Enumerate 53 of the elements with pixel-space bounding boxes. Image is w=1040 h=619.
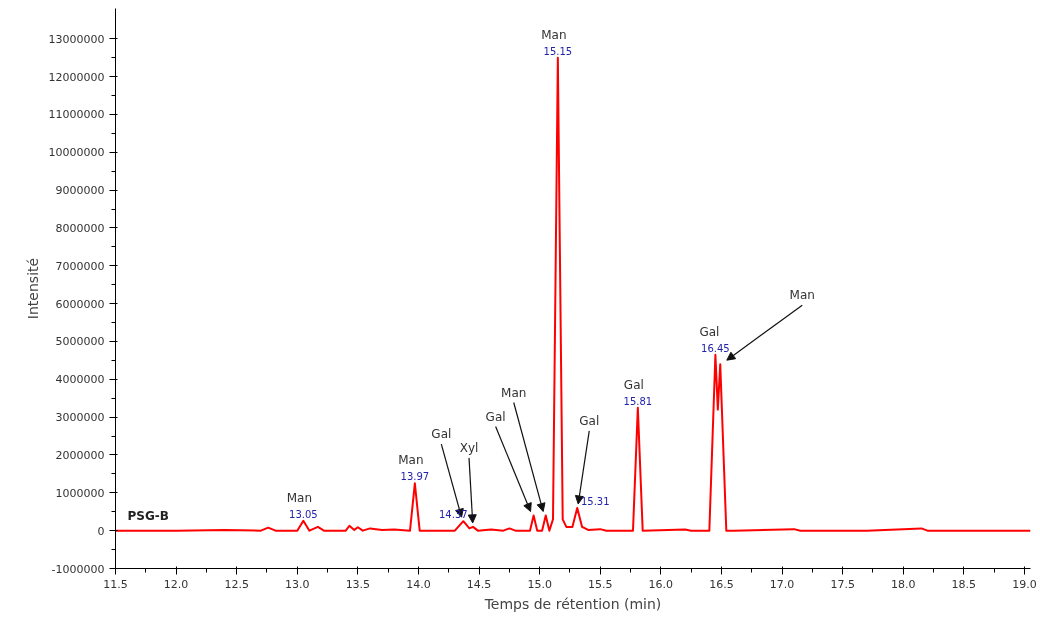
x-tick-label: 12.5 [224, 577, 249, 591]
annotation: 14.37 [439, 509, 468, 521]
annotation: Man [789, 288, 815, 303]
line-series [115, 56, 1031, 532]
y-tick-label: 9000000 [55, 184, 105, 198]
y-tick-label: 6000000 [55, 297, 105, 311]
x-axis-title: Temps de rétention (min) [483, 595, 662, 612]
annotation: 13.97 [400, 471, 430, 483]
annotation: 15.31 [580, 495, 610, 507]
x-tick-label: 17.0 [769, 577, 795, 591]
x-tick-label: 17.5 [830, 577, 855, 591]
y-tick-label: 0 [97, 524, 105, 538]
x-tick-label: 15.5 [588, 577, 613, 591]
y-tick-label: 11000000 [48, 108, 105, 122]
y-tick-label: 1000000 [55, 486, 105, 500]
y-tick-label: 2000000 [55, 448, 105, 462]
y-tick-label: 7000000 [55, 259, 105, 273]
annotation: 15.15 [543, 45, 573, 57]
y-tick-label: 4000000 [55, 373, 105, 387]
y-tick-label: 13000000 [48, 32, 105, 46]
x-tick-label: 16.0 [648, 577, 674, 591]
annotation: 13.05 [289, 508, 318, 520]
annotation: Gal [431, 427, 452, 442]
x-tick-label: 19.0 [1012, 577, 1037, 591]
annotation: Man [398, 453, 424, 468]
annotation: Gal [579, 413, 600, 428]
annotation: Gal [485, 409, 506, 424]
x-tick-label: 14.5 [466, 577, 492, 591]
x-tick-label: 18.5 [951, 577, 977, 591]
y-tick-label: -1000000 [51, 562, 105, 576]
y-tick-label: 12000000 [48, 70, 105, 84]
x-tick-label: 16.5 [709, 577, 734, 591]
y-tick-label: 5000000 [55, 335, 105, 349]
annotation: Man [541, 27, 567, 42]
y-axis-title: Intensité [24, 257, 41, 320]
x-tick-label: 18.0 [891, 577, 916, 591]
y-tick-label: 8000000 [55, 221, 105, 235]
x-tick-label: 13.5 [345, 577, 371, 591]
annotation: Gal [699, 324, 720, 339]
x-tick-label: 11.5 [103, 577, 128, 591]
annotation: 16.45 [701, 342, 730, 354]
series-label: PSG-B [127, 508, 169, 523]
x-tick-label: 12.0 [163, 577, 189, 591]
annotation: Man [501, 385, 527, 400]
y-tick-label: 3000000 [55, 411, 105, 425]
x-tick-label: 15.0 [527, 577, 552, 591]
x-tick-label: 13.0 [285, 577, 310, 591]
annotation: 15.81 [623, 395, 653, 407]
annotation: Gal [623, 377, 644, 392]
annotation: Man [286, 490, 312, 505]
x-tick-label: 14.0 [406, 577, 431, 591]
y-tick-label: 10000000 [48, 146, 105, 160]
annotation: Xyl [459, 440, 479, 455]
